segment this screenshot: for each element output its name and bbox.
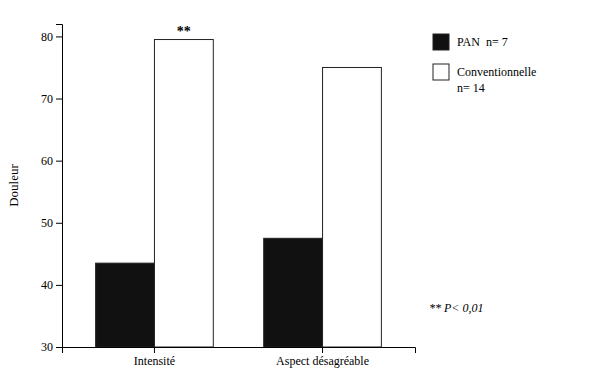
legend-label: Conventionnelle xyxy=(457,65,536,79)
y-tick-label: 60 xyxy=(41,154,53,168)
y-axis-line xyxy=(56,25,63,348)
x-tick-label: Intensité xyxy=(134,354,175,368)
y-tick-label: 50 xyxy=(41,216,53,230)
x-tick-mark xyxy=(154,347,155,353)
y-tick-mark xyxy=(56,161,62,162)
significance-note: ** P< 0,01 xyxy=(429,301,483,315)
y-tick: 30 xyxy=(41,340,62,354)
y-axis-title: Douleur xyxy=(6,164,21,207)
y-tick-mark xyxy=(56,223,62,224)
bar xyxy=(264,238,323,347)
x-tick: Intensité xyxy=(134,347,175,368)
y-axis: 30 40 50 60 70 80 xyxy=(41,25,63,355)
legend-swatch xyxy=(433,34,449,50)
y-tick-label: 80 xyxy=(41,30,53,44)
y-tick: 80 xyxy=(41,30,62,44)
bar xyxy=(96,263,155,347)
bar xyxy=(154,40,213,347)
x-axis-line xyxy=(63,348,416,354)
y-tick: 40 xyxy=(41,278,62,292)
x-tick-label: Aspect désagréable xyxy=(276,354,369,368)
x-axis: Intensité Aspect désagréable xyxy=(63,347,416,368)
y-tick: 70 xyxy=(41,92,62,106)
y-tick: 60 xyxy=(41,154,62,168)
bar xyxy=(323,67,382,347)
y-tick-label: 70 xyxy=(41,92,53,106)
y-tick-label: 40 xyxy=(41,278,53,292)
y-tick-mark xyxy=(56,99,62,100)
plot: 30 40 50 60 70 80 Intensité Aspect désagréable xyxy=(41,25,416,368)
significance-marker: ** xyxy=(177,24,191,39)
legend: PAN n= 7 Conventionnelle n= 14 xyxy=(433,34,536,95)
y-tick-label: 30 xyxy=(41,340,53,354)
chart: 30 40 50 60 70 80 Intensité Aspect désagréable D… xyxy=(0,0,590,389)
x-tick-mark xyxy=(322,347,323,353)
legend-sublabel: n= 14 xyxy=(457,81,485,95)
legend-swatch xyxy=(433,64,449,80)
y-tick-mark xyxy=(56,36,62,37)
x-tick: Aspect désagréable xyxy=(276,347,369,368)
y-tick-mark xyxy=(56,285,62,286)
legend-label: PAN n= 7 xyxy=(457,35,508,49)
bars xyxy=(96,40,382,347)
y-tick-mark xyxy=(56,347,62,348)
y-tick: 50 xyxy=(41,216,62,230)
